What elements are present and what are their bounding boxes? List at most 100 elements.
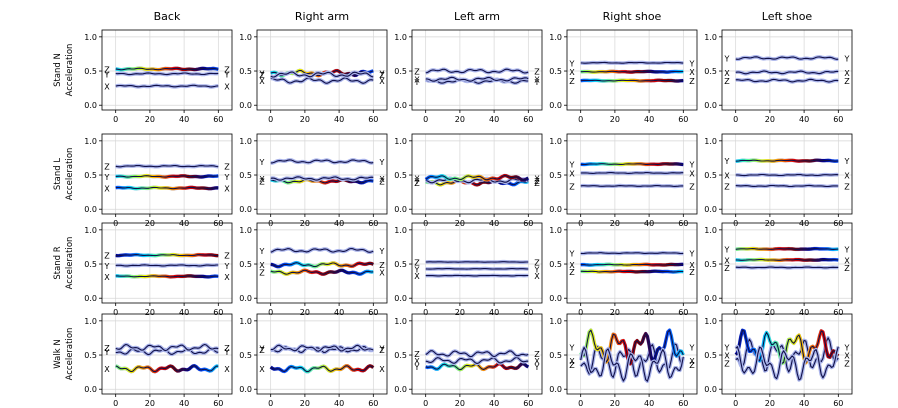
- y-tick-label: 0.0: [239, 294, 252, 303]
- series-Y-line: [425, 356, 529, 365]
- series-label-left: Y: [414, 363, 420, 372]
- series-label-right: Y: [379, 345, 385, 354]
- x-tick-label: 0: [113, 399, 118, 408]
- series-Z-line: [735, 78, 839, 83]
- series-Y-line: [270, 262, 374, 268]
- series-label-left: X: [414, 357, 420, 366]
- series-label-right: Y: [534, 363, 540, 372]
- y-tick-label: 0.5: [704, 260, 717, 269]
- series-Y-line: [735, 329, 839, 364]
- y-tick-label: 0.5: [394, 260, 407, 269]
- series-label-left: Z: [259, 269, 265, 278]
- panel-stand-n-right-shoe: Y YX XZ Z0.00.51.00 20 40 60: [549, 29, 698, 124]
- x-tick-label: 0: [578, 399, 583, 408]
- series-label-left: X: [259, 77, 265, 86]
- y-tick-label: 1.0: [704, 33, 717, 42]
- series-label-right: Y: [224, 348, 230, 357]
- series-label-right: Z: [534, 350, 540, 359]
- axes-frame: [411, 133, 543, 215]
- y-tick-label: 1.0: [239, 226, 252, 235]
- y-tick-label: 1.0: [239, 33, 252, 42]
- x-tick-label: 40: [799, 308, 809, 317]
- series-label-left: Z: [259, 71, 265, 80]
- x-tick-label: 60: [368, 115, 378, 124]
- series-label-left: X: [569, 261, 575, 270]
- series-label-left: Y: [104, 173, 110, 182]
- y-tick-label: 0.0: [239, 385, 252, 394]
- series-label-right: X: [689, 261, 695, 270]
- series-label-right: Z: [379, 261, 385, 270]
- x-tick-label: 20: [455, 115, 465, 124]
- y-tick-label: 0.0: [239, 101, 252, 110]
- series-label-left: X: [104, 273, 110, 282]
- series-Z-line: [580, 346, 684, 382]
- y-tick-label: 0.0: [704, 294, 717, 303]
- y-tick-label: 0.5: [549, 67, 562, 76]
- x-tick-label: 0: [733, 399, 738, 408]
- series-Y-outline: [425, 355, 529, 366]
- series-label-right: Y: [689, 343, 695, 352]
- series-Y-line: [115, 72, 219, 76]
- series-Z-line: [115, 67, 219, 71]
- y-tick-label: 0.5: [394, 67, 407, 76]
- series-Z-line: [115, 254, 219, 257]
- y-tick-label: 1.0: [394, 226, 407, 235]
- axes-frame: [566, 29, 698, 111]
- axes-frame: [721, 29, 853, 111]
- series-label-left: X: [569, 169, 575, 178]
- axes-frame: [721, 222, 853, 304]
- panel-stand-n-left-shoe: Y YX XZ Z0.00.51.00 20 40 60: [704, 29, 853, 124]
- row-label-stand-r: Stand R: [53, 246, 63, 279]
- axes-frame: [566, 313, 698, 395]
- series-Z-line: [270, 247, 374, 253]
- series-label-right: Y: [844, 157, 850, 166]
- y-tick-label: 1.0: [84, 317, 97, 326]
- column-title-left-shoe: Left shoe: [762, 10, 813, 23]
- y-tick-label: 0.0: [704, 205, 717, 214]
- series-label-left: Y: [569, 250, 575, 259]
- series-label-left: X: [724, 69, 730, 78]
- series-Y-line: [735, 56, 839, 60]
- series-label-right: Z: [689, 182, 695, 191]
- series-X-line: [270, 178, 374, 184]
- y-tick-label: 0.0: [549, 294, 562, 303]
- series-Y-line: [580, 163, 684, 166]
- series-label-left: Z: [724, 264, 730, 273]
- series-label-left: Y: [259, 345, 265, 354]
- x-tick-label: 0: [268, 399, 273, 408]
- series-Z-line: [735, 346, 839, 381]
- axes-frame: [566, 222, 698, 304]
- series-X-line: [580, 70, 684, 73]
- x-tick-label: 60: [678, 399, 688, 408]
- y-tick-label: 1.0: [549, 33, 562, 42]
- x-tick-label: 20: [455, 308, 465, 317]
- x-tick-label: 40: [334, 115, 344, 124]
- series-label-right: X: [224, 365, 230, 374]
- series-label-right: Z: [689, 268, 695, 277]
- x-tick-label: 60: [368, 399, 378, 408]
- series-label-left: Z: [104, 252, 110, 261]
- series-label-right: X: [534, 357, 540, 366]
- series-Z-line: [425, 175, 529, 181]
- x-tick-label: 20: [765, 308, 775, 317]
- y-tick-label: 0.0: [239, 205, 252, 214]
- y-tick-label: 1.0: [704, 226, 717, 235]
- series-Y-line: [735, 248, 839, 250]
- series-label-left: Z: [414, 68, 420, 77]
- series-label-left: Y: [414, 177, 420, 186]
- y-axis-label: Acceleration: [65, 148, 75, 201]
- series-label-left: Z: [414, 179, 420, 188]
- series-X-line: [115, 186, 219, 190]
- series-Z-line: [735, 184, 839, 188]
- series-label-right: Z: [534, 177, 540, 186]
- series-label-right: X: [224, 273, 230, 282]
- y-tick-label: 0.5: [394, 351, 407, 360]
- x-tick-label: 60: [523, 399, 533, 408]
- series-label-right: X: [379, 365, 385, 374]
- x-tick-label: 0: [268, 115, 273, 124]
- series-label-left: X: [414, 76, 420, 85]
